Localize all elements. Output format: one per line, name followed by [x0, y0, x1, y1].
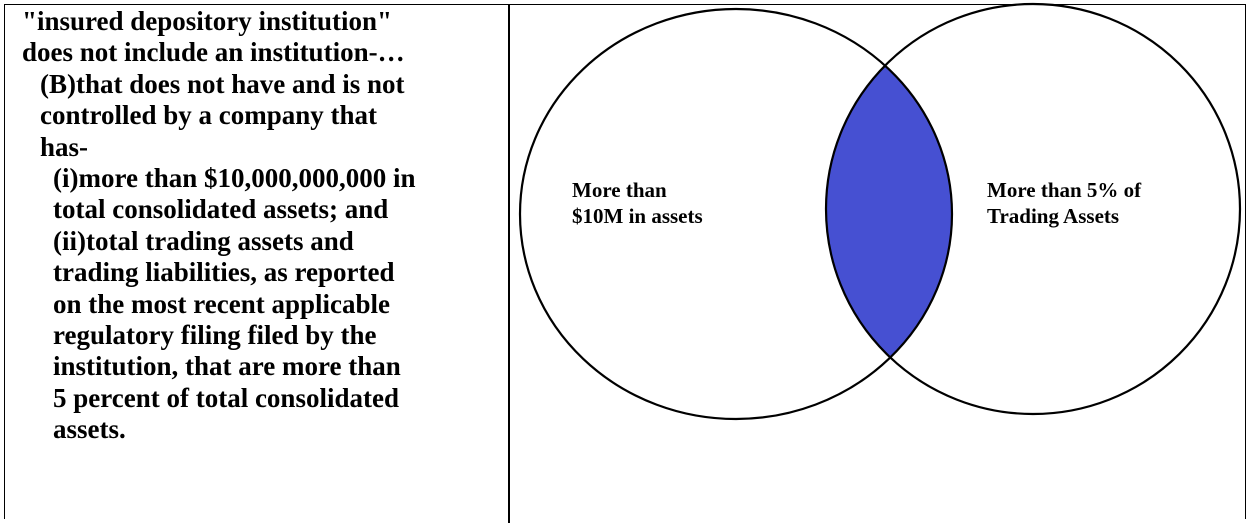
clause-i-line: (i)more than $10,000,000,000 in	[53, 163, 416, 194]
venn-label-left-line: More than	[572, 178, 667, 202]
clause-ii-line: on the most recent applicable	[53, 288, 390, 319]
clause-ii-line: trading liabilities, as reported	[53, 257, 395, 288]
venn-label-left-line: $10M in assets	[572, 204, 703, 228]
venn-circle-left	[518, 7, 954, 421]
clause-ii-line: 5 percent of total consolidated	[53, 382, 399, 413]
venn-label-left: More than $10M in assets	[572, 177, 703, 229]
venn-label-right-line: More than 5% of	[987, 178, 1142, 202]
venn-label-right-line: Trading Assets	[987, 204, 1120, 228]
clause-i-line: total consolidated assets; and	[53, 194, 389, 225]
clause-ii-line: institution, that are more than	[53, 351, 401, 382]
clause-b-line: (B)that does not have and is not	[40, 68, 405, 99]
table-frame	[4, 4, 1246, 519]
definition-text: "insured depository institution" does no…	[22, 6, 502, 446]
venn-circle-right	[824, 2, 1242, 416]
clause-ii-line: regulatory filing filed by the	[53, 320, 377, 351]
clause-ii-line: assets.	[53, 414, 126, 445]
clause-b-line: has-	[40, 131, 89, 162]
definition-line: does not include an institution-…	[22, 37, 405, 68]
column-divider	[508, 4, 510, 523]
clause-b-line: controlled by a company that	[40, 100, 378, 131]
venn-label-right: More than 5% of Trading Assets	[987, 177, 1141, 229]
definition-line: "insured depository institution"	[22, 6, 393, 36]
clause-ii-line: (ii)total trading assets and	[53, 225, 354, 256]
